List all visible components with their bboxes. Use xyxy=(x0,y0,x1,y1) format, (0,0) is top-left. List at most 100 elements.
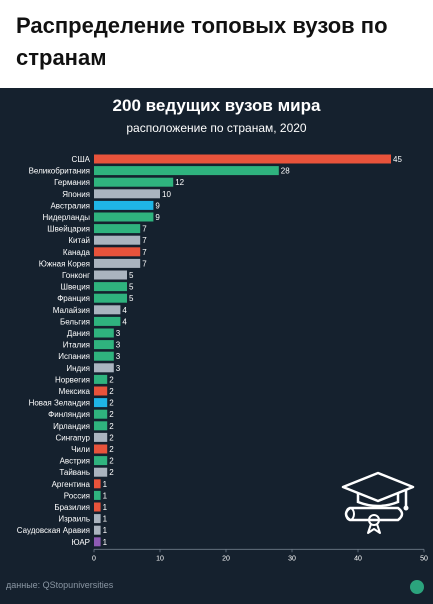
bar xyxy=(94,247,141,257)
category-label: Саудовская Аравия xyxy=(17,526,90,535)
bar xyxy=(94,409,108,419)
value-label: 45 xyxy=(393,155,402,164)
value-label: 3 xyxy=(116,364,121,373)
bar xyxy=(94,456,108,466)
bar xyxy=(94,525,101,535)
value-label: 2 xyxy=(109,387,114,396)
bar xyxy=(94,235,141,245)
value-label: 3 xyxy=(116,329,121,338)
bar xyxy=(94,328,114,338)
chart-title: 200 ведущих вузов мира xyxy=(112,96,321,115)
x-tick-label: 0 xyxy=(92,555,96,562)
value-label: 9 xyxy=(155,201,160,210)
bar xyxy=(94,316,121,326)
category-label: Швейцария xyxy=(47,225,90,234)
bar xyxy=(94,177,174,187)
page-header: Распределение топовых вузов по странам xyxy=(0,0,433,88)
bar xyxy=(94,340,114,350)
value-label: 10 xyxy=(162,190,171,199)
value-label: 2 xyxy=(109,399,114,408)
value-label: 1 xyxy=(103,538,108,547)
bar xyxy=(94,421,108,431)
x-tick-label: 30 xyxy=(288,555,296,562)
bar xyxy=(94,351,114,361)
x-tick-label: 40 xyxy=(354,555,362,562)
category-label: Аргентина xyxy=(52,480,91,489)
bar xyxy=(94,479,101,489)
bar xyxy=(94,224,141,234)
category-label: Австралия xyxy=(50,201,90,210)
bar xyxy=(94,189,160,199)
value-label: 5 xyxy=(129,283,134,292)
category-label: Тайвань xyxy=(59,468,90,477)
value-label: 7 xyxy=(142,248,147,257)
value-label: 9 xyxy=(155,213,160,222)
category-label: Южная Корея xyxy=(39,259,90,268)
value-label: 2 xyxy=(109,433,114,442)
category-label: Италия xyxy=(63,341,90,350)
category-label: Нидерланды xyxy=(43,213,91,222)
value-label: 1 xyxy=(103,480,108,489)
bar xyxy=(94,258,141,268)
source-caption: данные: QStopuniversities xyxy=(6,580,114,590)
value-label: 7 xyxy=(142,225,147,234)
category-label: Австрия xyxy=(60,457,90,466)
x-tick-label: 20 xyxy=(222,555,230,562)
bar xyxy=(94,282,127,292)
bar xyxy=(94,154,391,164)
category-label: Малайзия xyxy=(53,306,90,315)
value-label: 2 xyxy=(109,410,114,419)
value-label: 12 xyxy=(175,178,184,187)
bar xyxy=(94,305,121,315)
category-label: Новая Зеландия xyxy=(29,399,90,408)
value-label: 2 xyxy=(109,422,114,431)
category-label: Мексика xyxy=(59,387,91,396)
chart-subtitle: расположение по странам, 2020 xyxy=(126,121,307,135)
category-label: ЮАР xyxy=(72,538,91,547)
category-label: Ирландия xyxy=(53,422,90,431)
category-label: Китай xyxy=(68,236,90,245)
bar xyxy=(94,467,108,477)
value-label: 1 xyxy=(103,491,108,500)
bar xyxy=(94,200,154,210)
value-label: 1 xyxy=(103,515,108,524)
bar xyxy=(94,502,101,512)
brand-logo-icon xyxy=(410,580,424,594)
x-tick-label: 10 xyxy=(156,555,164,562)
bar xyxy=(94,398,108,408)
category-label: Сингапур xyxy=(55,433,90,442)
bar xyxy=(94,514,101,524)
value-label: 3 xyxy=(116,352,121,361)
x-tick-label: 50 xyxy=(420,555,428,562)
value-label: 7 xyxy=(142,236,147,245)
bar xyxy=(94,363,114,373)
bar xyxy=(94,386,108,396)
value-label: 5 xyxy=(129,294,134,303)
category-label: Испания xyxy=(58,352,90,361)
graduation-cap-diploma-icon xyxy=(341,471,415,534)
value-label: 7 xyxy=(142,259,147,268)
value-label: 2 xyxy=(109,457,114,466)
value-label: 2 xyxy=(109,375,114,384)
bar xyxy=(94,490,101,500)
category-label: Чили xyxy=(71,445,90,454)
bar xyxy=(94,374,108,384)
bar xyxy=(94,432,108,442)
bar xyxy=(94,212,154,222)
value-label: 28 xyxy=(281,167,290,176)
category-label: Швеция xyxy=(61,283,90,292)
value-label: 2 xyxy=(109,468,114,477)
page-title: Распределение топовых вузов по странам xyxy=(16,13,388,70)
category-label: Индия xyxy=(66,364,90,373)
value-label: 2 xyxy=(109,445,114,454)
value-label: 3 xyxy=(116,341,121,350)
category-label: Франция xyxy=(57,294,90,303)
category-label: Бельгия xyxy=(60,317,90,326)
bar xyxy=(94,537,101,547)
bar xyxy=(94,270,127,280)
value-label: 4 xyxy=(122,306,127,315)
bar xyxy=(94,166,279,176)
category-label: США xyxy=(72,155,91,164)
category-label: Германия xyxy=(54,178,90,187)
